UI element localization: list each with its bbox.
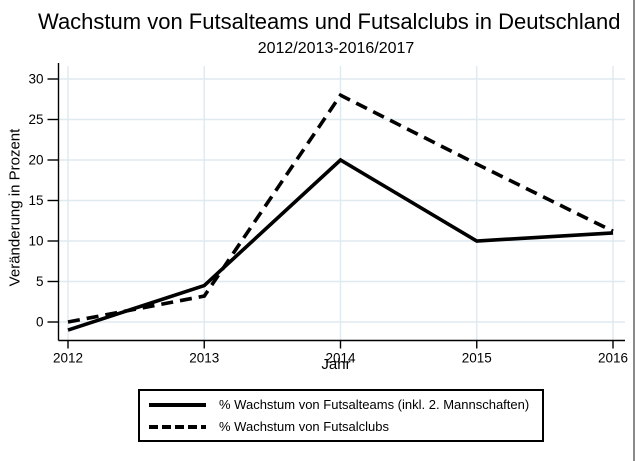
chart-title: Wachstum von Futsalteams und Futsalclubs… [38, 9, 621, 34]
y-tick-label: 30 [28, 72, 43, 87]
x-tick-label: 2015 [462, 351, 492, 366]
legend-label-futsalclubs: % Wachstum von Futsalclubs [219, 419, 390, 434]
x-tick-label: 2014 [325, 351, 356, 366]
chart-subtitle: 2012/2013-2016/2017 [257, 40, 415, 57]
legend-item-futsalteams: % Wachstum von Futsalteams (inkl. 2. Man… [149, 397, 542, 412]
y-tick-label: 10 [28, 234, 43, 249]
x-tick-label: 2016 [598, 351, 628, 366]
y-tick-label: 5 [36, 274, 44, 289]
x-tick-label: 2013 [189, 351, 219, 366]
series-line-solid [67, 157, 614, 332]
y-tick-label: 15 [28, 193, 43, 208]
y-tick-label: 20 [28, 153, 43, 168]
dashed-line-swatch-icon [149, 424, 206, 429]
y-tick-label: 0 [36, 315, 44, 330]
y-tick-label: 25 [28, 112, 43, 127]
y-axis-label: Veränderung in Prozent [6, 128, 24, 287]
x-tick-label: 2012 [53, 351, 83, 366]
window-right-border [633, 0, 635, 461]
solid-line-swatch-icon [149, 402, 206, 407]
legend-item-futsalclubs: % Wachstum von Futsalclubs [149, 419, 542, 434]
x-axis-label: Jahr [321, 356, 351, 373]
legend-label-futsalteams: % Wachstum von Futsalteams (inkl. 2. Man… [219, 397, 530, 412]
series-line-dashed [67, 92, 614, 324]
chart-legend: % Wachstum von Futsalteams (inkl. 2. Man… [138, 389, 544, 442]
